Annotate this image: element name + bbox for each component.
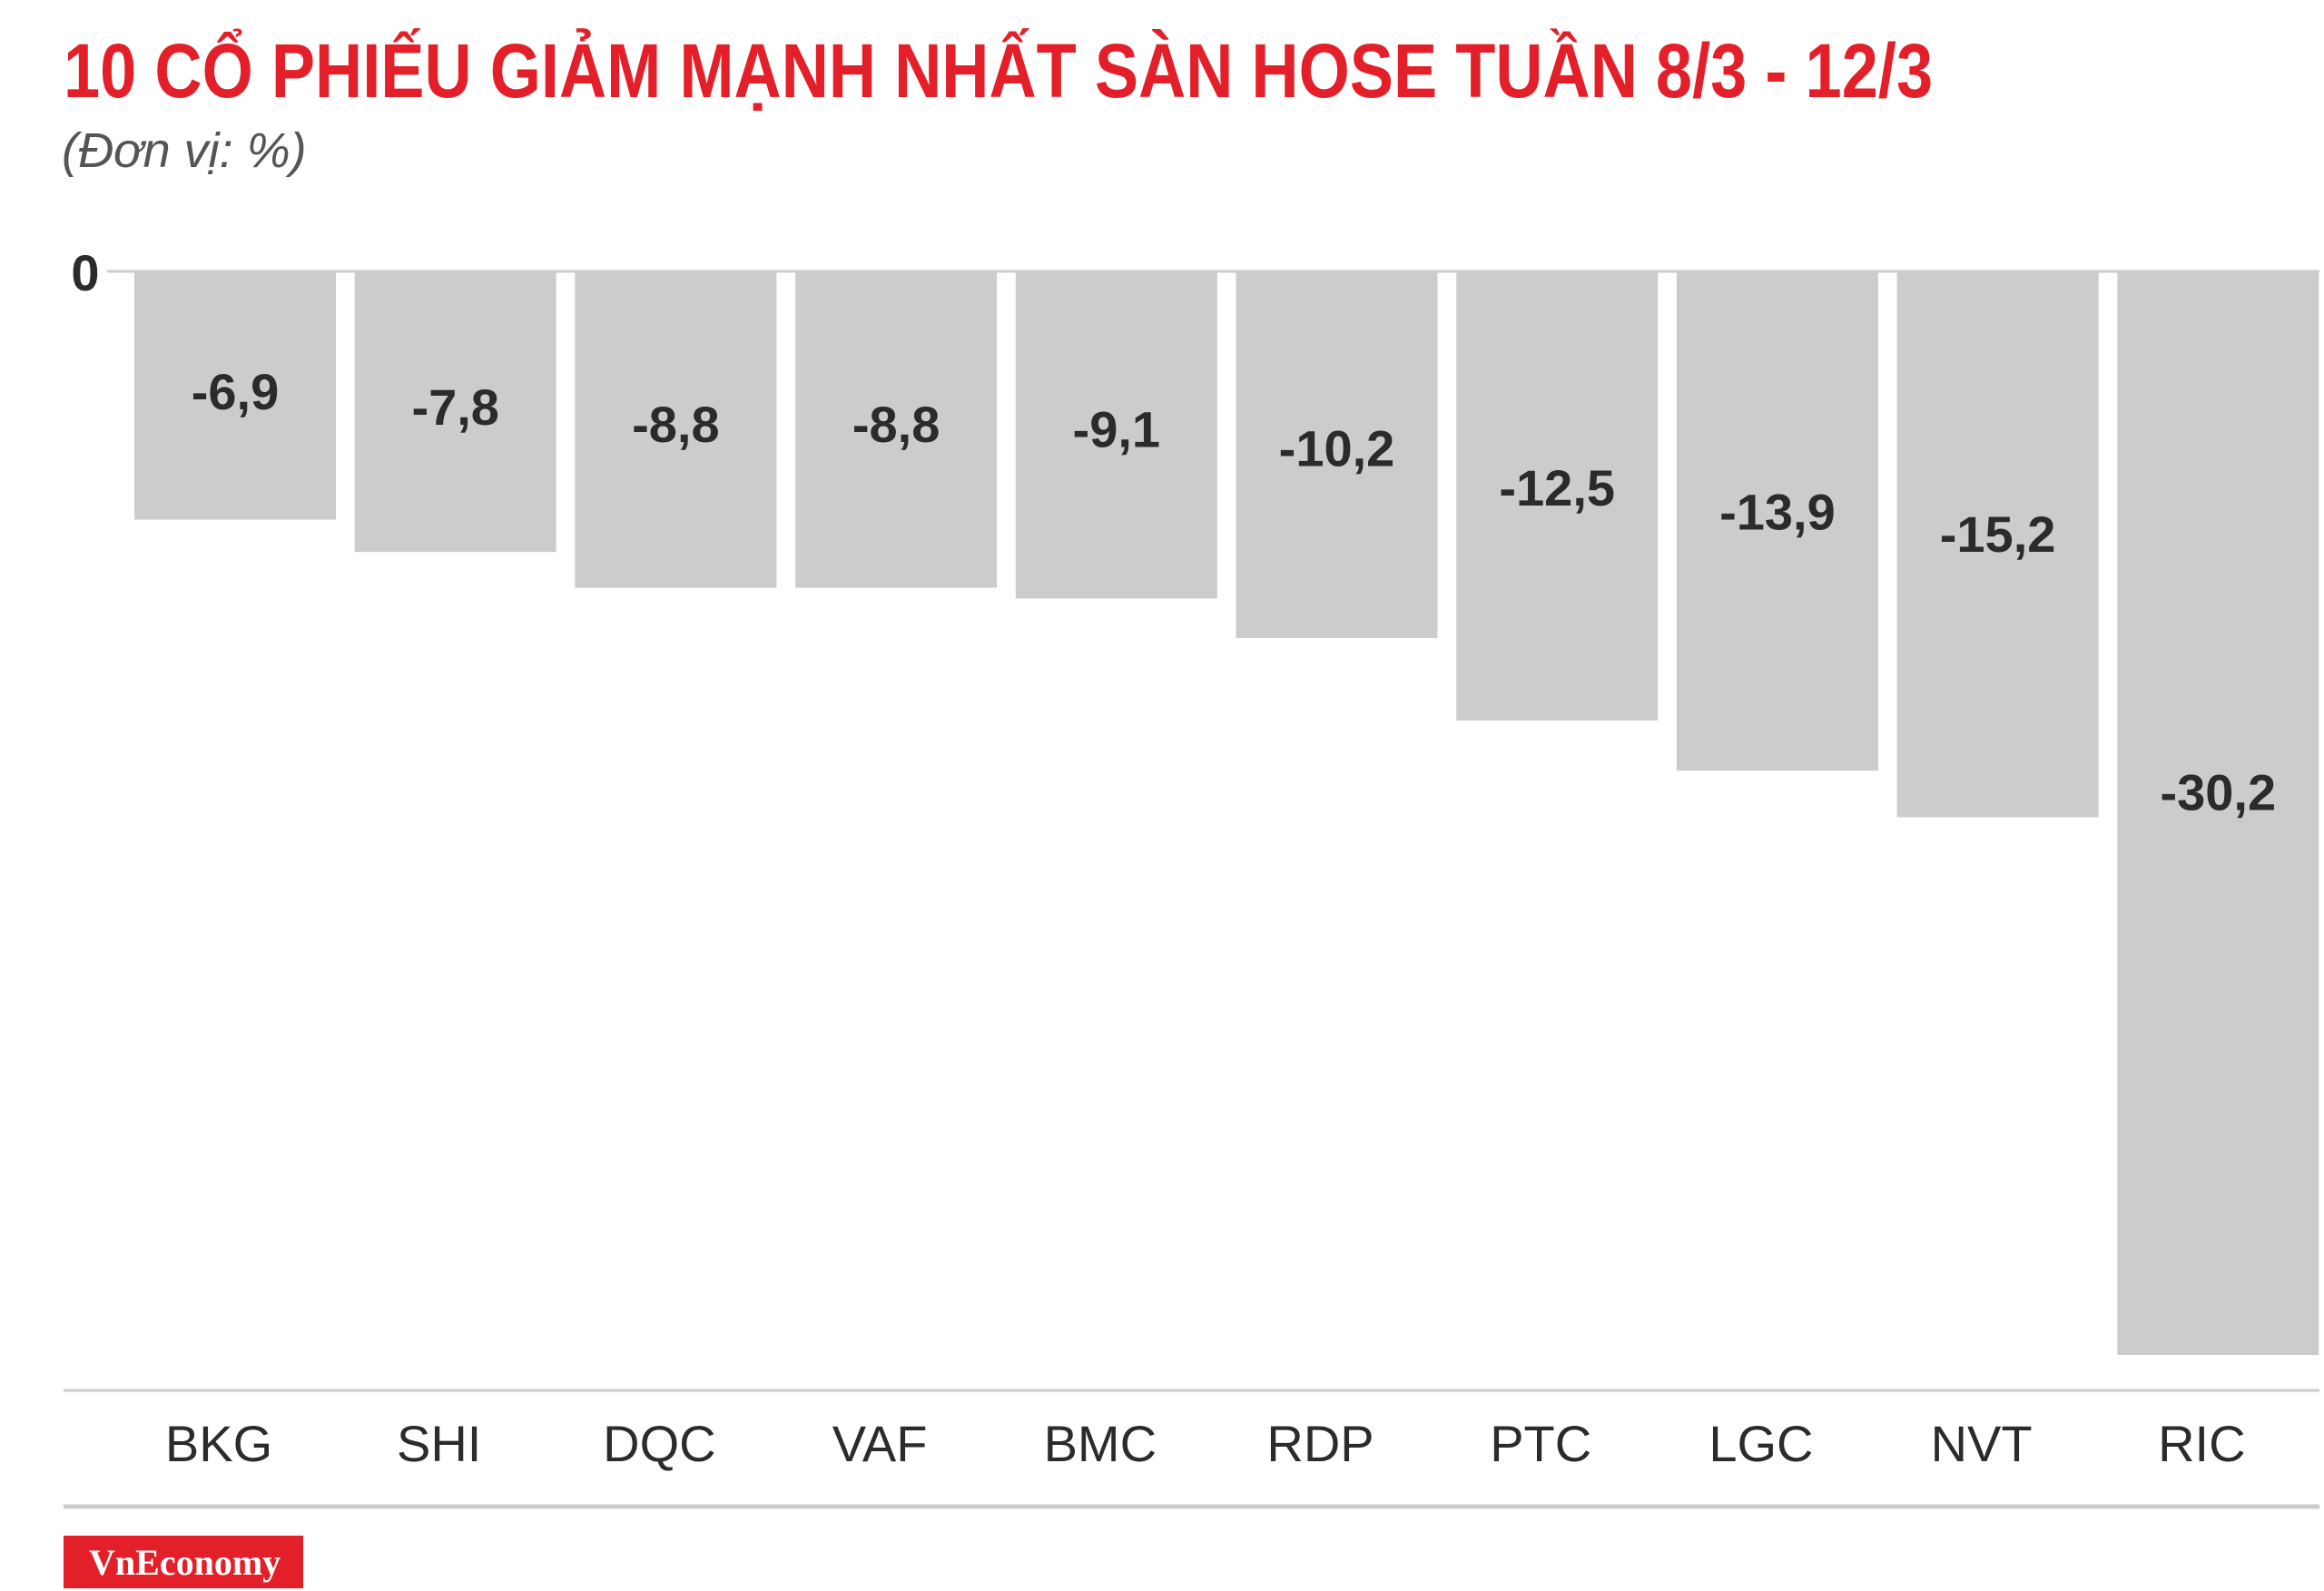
chart-title: 10 CỔ PHIẾU GIẢM MẠNH NHẤT SÀN HOSE TUẦN… [64,28,1934,113]
category-label-lgc: LGC [1709,1415,1813,1472]
value-label-bmc: -9,1 [1073,401,1161,458]
value-label-shi: -7,8 [411,378,499,436]
bar-dqc [575,272,777,588]
category-label-ptc: PTC [1490,1415,1591,1472]
value-label-rdp: -10,2 [1279,419,1395,476]
category-label-bmc: BMC [1044,1415,1157,1472]
category-label-vaf: VAF [832,1415,928,1472]
category-label-ric: RIC [2158,1415,2245,1472]
category-label-bkg: BKG [165,1415,272,1472]
brand-name: VnEconomy [89,1542,281,1583]
value-label-vaf: -8,8 [852,396,940,453]
brand-logo: VnEconomy [64,1536,303,1588]
bar-bmc [1015,272,1217,599]
chart-subtitle: (Đơn vị: %) [62,123,307,178]
value-label-ptc: -12,5 [1499,459,1615,516]
bar-ric [2117,272,2319,1355]
category-label-rdp: RDP [1266,1415,1374,1472]
value-label-lgc: -13,9 [1719,484,1836,541]
zero-tick-label: 0 [71,244,99,301]
bar-lgc [1676,272,1878,771]
value-label-bkg: -6,9 [192,363,280,420]
bar-bkg [134,272,336,520]
category-label-dqc: DQC [603,1415,715,1472]
category-label-nvt: NVT [1931,1415,2033,1472]
value-label-dqc: -8,8 [632,396,720,453]
value-label-ric: -30,2 [2160,764,2276,821]
bar-shi [354,272,556,553]
bar-nvt [1896,272,2099,818]
category-label-shi: SHI [397,1415,481,1472]
bar-rdp [1236,272,1438,638]
value-label-nvt: -15,2 [1940,506,2056,563]
bar-vaf [795,272,998,588]
bar-ptc [1456,272,1659,721]
